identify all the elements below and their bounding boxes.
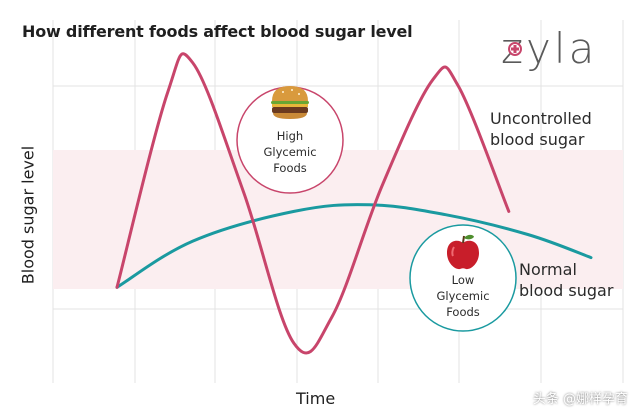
high-glycemic-label-line: Glycemic: [263, 145, 317, 159]
chart-title: How different foods affect blood sugar l…: [22, 22, 413, 41]
uncontrolled-annotation: Uncontrolled blood sugar: [490, 108, 592, 150]
cross-icon: [508, 42, 522, 56]
uncontrolled-annotation-line: blood sugar: [490, 130, 585, 149]
y-axis-label-container: Blood sugar level: [8, 135, 48, 295]
normal-annotation: Normal blood sugar: [519, 259, 613, 301]
high-glycemic-label: High Glycemic Foods: [240, 128, 340, 176]
watermark: 头条 @娜样孕育: [532, 392, 628, 407]
normal-blood-sugar-line: [115, 203, 593, 289]
uncontrolled-annotation-line: Uncontrolled: [490, 109, 592, 128]
burger-icon: [271, 86, 309, 119]
y-axis-label: Blood sugar level: [18, 145, 38, 285]
apple-icon: [447, 234, 479, 270]
normal-annotation-line: Normal: [519, 260, 577, 279]
low-glycemic-label-line: Foods: [446, 305, 480, 319]
low-glycemic-circle: [409, 224, 517, 332]
uncontrolled-blood-sugar-line: [115, 52, 511, 355]
normal-annotation-line: blood sugar: [519, 281, 614, 300]
high-glycemic-label-line: High: [276, 129, 304, 143]
zyla-logo: zyla: [501, 24, 594, 73]
x-axis-label: Time: [296, 389, 336, 408]
high-glycemic-label-line: Foods: [273, 161, 307, 175]
low-glycemic-label-line: Glycemic: [436, 289, 490, 303]
low-glycemic-label: Low Glycemic Foods: [413, 272, 513, 320]
low-glycemic-callout: [409, 224, 517, 332]
high-glycemic-callout: [236, 86, 344, 194]
low-glycemic-label-line: Low: [451, 273, 475, 287]
series-layer: [115, 52, 593, 355]
